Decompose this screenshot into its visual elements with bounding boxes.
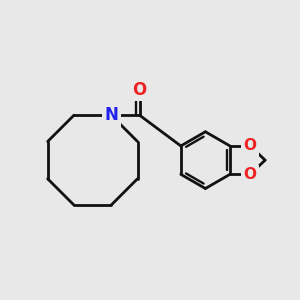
Text: N: N: [104, 106, 118, 124]
Text: O: O: [132, 80, 147, 98]
Text: O: O: [244, 167, 257, 182]
Text: O: O: [244, 138, 257, 153]
